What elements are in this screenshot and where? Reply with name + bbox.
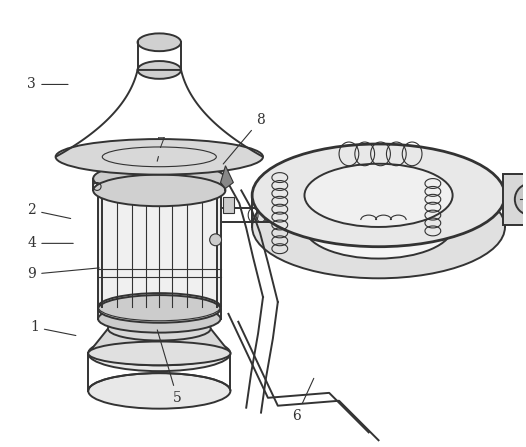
Ellipse shape xyxy=(88,342,230,365)
Ellipse shape xyxy=(252,144,505,247)
FancyBboxPatch shape xyxy=(222,197,235,213)
Ellipse shape xyxy=(88,336,230,371)
Text: 6: 6 xyxy=(292,378,314,422)
Ellipse shape xyxy=(98,305,220,333)
Ellipse shape xyxy=(93,163,226,194)
Text: 3: 3 xyxy=(27,77,68,92)
Ellipse shape xyxy=(305,164,452,227)
Polygon shape xyxy=(220,166,234,189)
Ellipse shape xyxy=(138,61,181,79)
Ellipse shape xyxy=(88,373,230,409)
Ellipse shape xyxy=(305,195,452,258)
Text: 2: 2 xyxy=(27,203,70,219)
Ellipse shape xyxy=(93,175,226,206)
Ellipse shape xyxy=(138,34,181,51)
Text: 5: 5 xyxy=(157,330,181,405)
FancyBboxPatch shape xyxy=(503,173,526,225)
Text: 7: 7 xyxy=(157,137,166,161)
Ellipse shape xyxy=(108,317,210,341)
Text: 1: 1 xyxy=(30,320,76,336)
Ellipse shape xyxy=(98,177,220,204)
Circle shape xyxy=(515,184,526,215)
Polygon shape xyxy=(88,329,230,354)
Ellipse shape xyxy=(252,176,505,278)
Text: 9: 9 xyxy=(27,267,99,281)
Text: 8: 8 xyxy=(223,113,265,164)
Ellipse shape xyxy=(98,295,220,323)
Polygon shape xyxy=(98,190,220,307)
Ellipse shape xyxy=(56,139,263,175)
Text: 4: 4 xyxy=(27,236,73,250)
Circle shape xyxy=(210,234,221,246)
